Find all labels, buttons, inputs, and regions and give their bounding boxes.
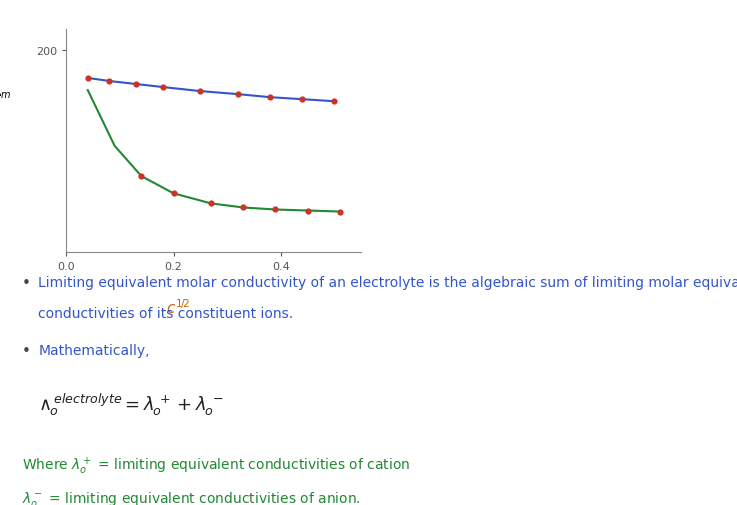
Text: conductivities of its constituent ions.: conductivities of its constituent ions. — [38, 307, 293, 321]
Text: $\Lambda_m$: $\Lambda_m$ — [0, 84, 12, 100]
Text: Where $\lambda_o^+$ = limiting equivalent conductivities of cation: Where $\lambda_o^+$ = limiting equivalen… — [22, 454, 411, 476]
Point — [270, 206, 282, 214]
Point — [136, 173, 147, 181]
Point — [301, 207, 313, 215]
Text: $\lambda_o^-$ = limiting equivalent conductivities of anion.: $\lambda_o^-$ = limiting equivalent cond… — [22, 489, 361, 505]
Text: •: • — [22, 343, 31, 359]
Text: $\wedge_{\!o}^{\,\mathit{electrolyte}} = \lambda_{\!o}^{\,+} + \lambda_{\!o}^{\,: $\wedge_{\!o}^{\,\mathit{electrolyte}} =… — [38, 391, 223, 418]
Text: Limiting equivalent molar conductivity of an electrolyte is the algebraic sum of: Limiting equivalent molar conductivity o… — [38, 275, 737, 289]
Text: •: • — [22, 275, 31, 290]
Point — [205, 200, 217, 208]
Point — [167, 190, 179, 198]
Text: $c^{1\!/\!2}$: $c^{1\!/\!2}$ — [167, 298, 190, 317]
Point — [334, 208, 346, 216]
Point — [157, 84, 169, 92]
Point — [195, 88, 206, 96]
Point — [103, 78, 115, 86]
Point — [329, 98, 340, 106]
Point — [232, 91, 244, 99]
Point — [82, 75, 94, 83]
Point — [296, 96, 308, 104]
Text: Mathematically,: Mathematically, — [38, 343, 150, 358]
Point — [130, 81, 142, 89]
Point — [237, 204, 249, 212]
Point — [264, 94, 276, 102]
